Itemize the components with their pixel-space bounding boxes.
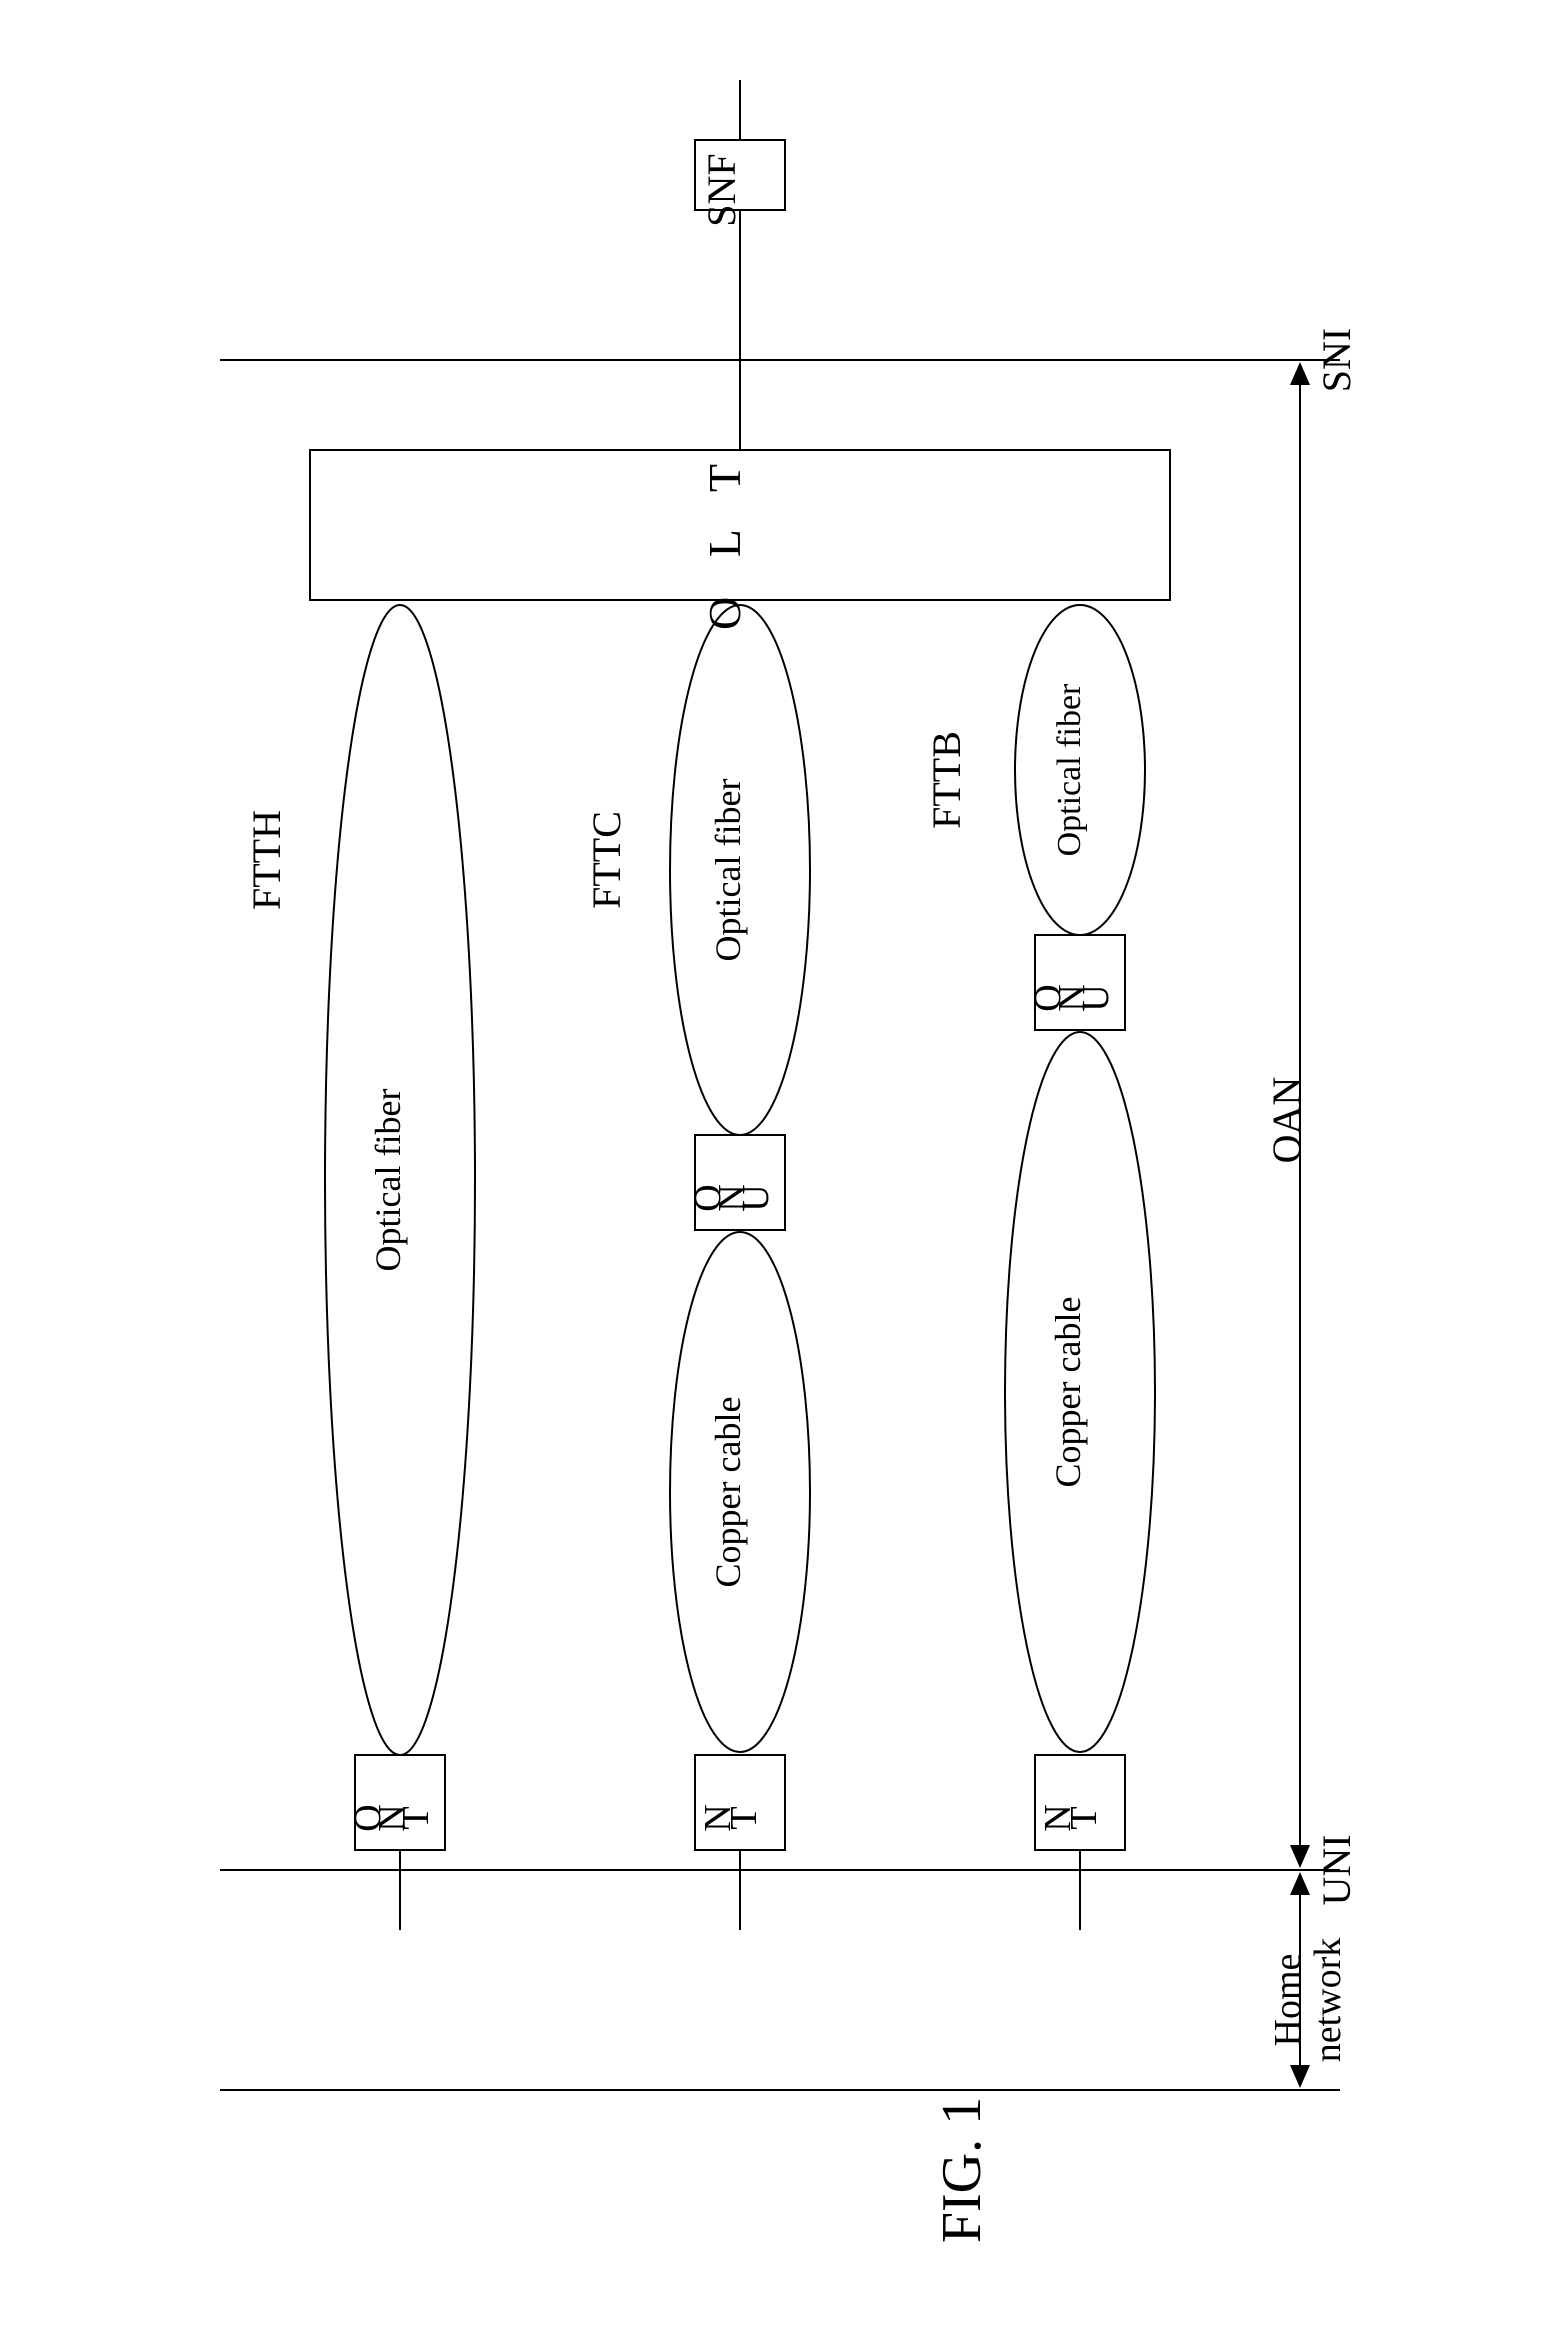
fttb-fiber-label: Optical fiber [1051,683,1088,856]
uni-label: UNI [1314,1834,1359,1905]
ftth-fiber-label: Optical fiber [368,1089,408,1272]
fttc-onu-u: U [735,1184,777,1211]
fttb-onu-u: U [1075,984,1117,1011]
fttc-label: FTTC [584,811,629,909]
olt-block: O L T [310,450,1170,630]
snf-label: SNF [699,153,744,226]
ont-block: O N T [347,1755,445,1850]
olt-label: O L T [699,450,750,630]
fttc-onu-block: O N U [687,1135,785,1230]
oan-span: OAN [1264,362,1310,1868]
fttb-nt-block: N T [1035,1755,1125,1850]
home-label-1: Home [1267,1954,1309,2047]
fttc-copper-label: Copper cable [708,1397,748,1588]
diagram-svg: SNF SNI O L T Optical fiber FTTH O N T F… [40,40,1517,2286]
home-label-2: network [1307,1938,1349,2063]
fttc-fiber-label: Optical fiber [708,779,748,962]
fttc-nt-block: N T [695,1755,785,1850]
oan-label: OAN [1264,1077,1309,1164]
sni-label: SNI [1314,328,1359,392]
fttb-label: FTTB [924,731,969,829]
ont-letter-t: T [395,1806,437,1829]
fttc-nt-t: T [723,1806,765,1829]
figure-caption: FIG. 1 [931,2097,993,2243]
fttb-nt-t: T [1063,1806,1105,1829]
ftth-label: FTTH [244,810,289,910]
figure-1: SNF SNI O L T Optical fiber FTTH O N T F… [40,40,1517,2286]
fttb-copper-label: Copper cable [1048,1297,1088,1488]
fttb-onu-block: O N U [1027,935,1125,1030]
